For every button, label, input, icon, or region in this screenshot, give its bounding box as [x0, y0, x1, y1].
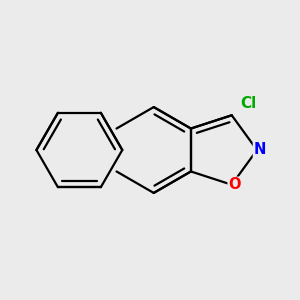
Text: N: N [254, 142, 266, 158]
Text: O: O [228, 177, 241, 192]
Text: Cl: Cl [240, 96, 256, 111]
